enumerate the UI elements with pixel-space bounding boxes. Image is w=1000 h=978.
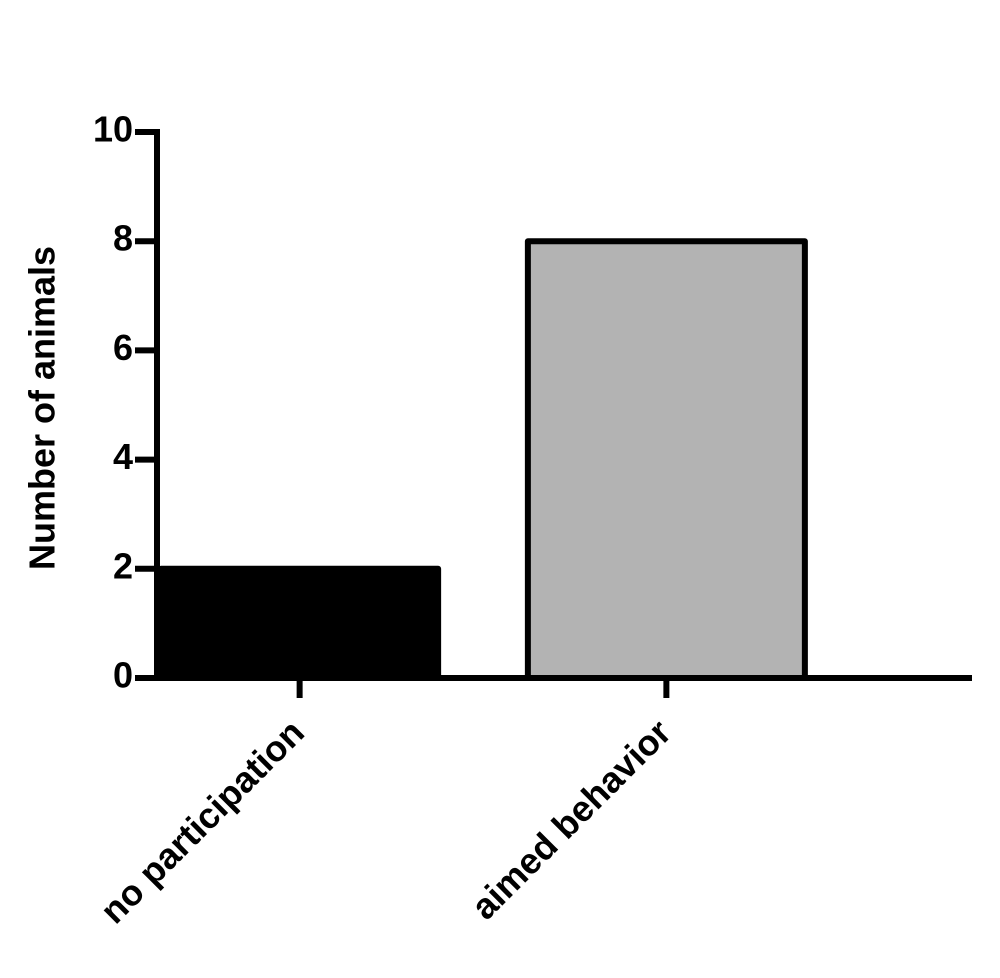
x-tick-label: no participation — [92, 711, 312, 931]
y-tick-label: 8 — [113, 218, 133, 259]
bar — [524, 238, 808, 681]
y-tick-label: 4 — [113, 436, 133, 477]
y-tick-label: 6 — [113, 327, 133, 368]
x-tick-label: aimed behavior — [463, 711, 679, 927]
bar — [158, 565, 442, 681]
y-tick-label: 0 — [113, 655, 133, 696]
y-axis-label: Number of animals — [22, 246, 63, 570]
y-tick-label: 10 — [93, 109, 133, 150]
y-tick-label: 2 — [113, 545, 133, 586]
